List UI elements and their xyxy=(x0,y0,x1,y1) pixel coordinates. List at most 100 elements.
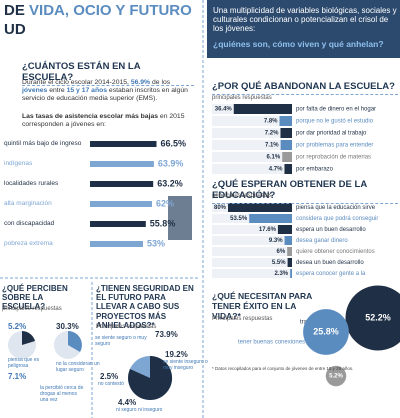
item-label: se siente seguro o muy seguro xyxy=(95,335,147,347)
value-label: 7.1% xyxy=(265,143,279,149)
bar xyxy=(90,201,152,207)
value-label: 66.5% xyxy=(161,138,187,148)
subheading: principales respuestas xyxy=(2,306,62,312)
bar xyxy=(287,258,292,267)
bar-track xyxy=(212,140,292,150)
paragraph-run: de los xyxy=(150,79,171,86)
item-label: no la consideran un lugar seguro xyxy=(56,361,100,373)
bar-label: porque no le gustó el estudio xyxy=(296,119,374,125)
bar-label: piensa que la educación sirve xyxy=(296,205,376,211)
value-label: 63.2% xyxy=(157,178,183,188)
section-heading: ¿CUÁNTOS ESTÁN EN LA ESCUELA? xyxy=(22,61,194,86)
bar-label: alta marginación xyxy=(4,200,52,207)
value-label: 4.4% xyxy=(118,398,137,407)
bar-track xyxy=(212,258,292,267)
value-label: 7.8% xyxy=(264,119,278,125)
bar-label: por falta de dinero en el hogar xyxy=(296,107,376,113)
item-label: tener buenas conexiones y contactos xyxy=(238,340,337,346)
item-label: piensa que es peligrosa xyxy=(8,357,40,369)
bar xyxy=(90,161,154,167)
value-label: 5.5% xyxy=(272,260,286,266)
paragraph: Durante el ciclo escolar 2014-2015, 56.9… xyxy=(22,79,192,102)
section-heading: ¿QUÉ ESPERAN OBTENER DE LA EDUCACIÓN? xyxy=(212,179,398,204)
note-bold: Las tasas de asistencia escolar más baja… xyxy=(22,113,159,120)
section-heading: ¿TIENEN SEGURIDAD EN EL FUTURO PARA LLEV… xyxy=(96,284,194,330)
pie-slice xyxy=(68,331,82,352)
value-label: 80% xyxy=(214,205,227,211)
bar-track xyxy=(212,225,292,234)
bubble xyxy=(325,365,347,387)
value-label: 36.4% xyxy=(215,107,233,113)
pie-slice xyxy=(22,331,35,345)
value-label: 30.3% xyxy=(56,322,79,331)
bar xyxy=(90,221,146,227)
bar-label: con discapacidad xyxy=(4,220,55,227)
bar xyxy=(284,164,292,174)
bar-label: por embarazo xyxy=(296,167,334,173)
bubble xyxy=(303,309,349,355)
value-label: 55.8% xyxy=(150,218,176,228)
value-label: 17.6% xyxy=(259,227,277,233)
bar-label: desea ganar dinero xyxy=(296,238,348,244)
intro-text: Una multiplicidad de variables biológica… xyxy=(213,6,397,34)
bar-label: quintil más bajo de ingreso xyxy=(4,140,82,147)
title: DE VIDA, OCIO Y FUTURO xyxy=(4,2,192,19)
pie-slice xyxy=(128,355,173,400)
section-heading: ¿POR QUÉ ABANDONAN LA ESCUELA? xyxy=(212,81,398,95)
bar xyxy=(287,247,292,256)
bar-label: por dar prioridad al trabajo xyxy=(296,131,367,137)
bar xyxy=(277,225,292,234)
value-label: 7.1% xyxy=(8,372,27,381)
title-dark: DE xyxy=(4,2,30,19)
bar-track xyxy=(212,128,292,138)
bar-label: quiere obtener conocimientos xyxy=(296,249,375,255)
value-label: 2.5% xyxy=(100,372,119,381)
section-heading: ¿QUÉ NECESITAN PARA TENER ÉXITO EN LA VI… xyxy=(212,291,312,321)
value-label: 9.3% xyxy=(269,238,283,244)
value-label: 25.8% xyxy=(313,326,339,336)
bar xyxy=(282,152,292,162)
bar-label: localidades rurales xyxy=(4,180,59,187)
value-label: 62% xyxy=(156,198,174,208)
bubble xyxy=(345,285,400,351)
paragraph-run: 56.9% xyxy=(130,79,151,86)
item-label: no contestó xyxy=(98,381,124,387)
note: Las tasas de asistencia escolar más baja… xyxy=(22,113,192,129)
bar xyxy=(284,236,292,245)
bar-label: pobreza extrema xyxy=(4,240,53,247)
bar-track xyxy=(212,164,292,174)
bar xyxy=(290,269,292,278)
paragraph-run: entre xyxy=(47,86,67,94)
value-label: 4.7% xyxy=(269,167,283,173)
bar-label: desea un buen desarrollo xyxy=(296,260,364,266)
paragraph-run: 15 y 17 años xyxy=(66,86,108,94)
bar-label: por problemas para entender xyxy=(296,143,373,149)
bar-label: espera conocer gente a la xyxy=(296,271,366,277)
value-label: 73.9% xyxy=(155,330,178,339)
intro-question: ¿quiénes son, cómo viven y qué anhelan? xyxy=(213,39,384,49)
subheading: principales respuestas xyxy=(212,95,272,101)
bar-label: por reprobación de materias xyxy=(296,155,371,161)
bar-track xyxy=(212,116,292,126)
item-label: la percibió cerca de drogas al menos una… xyxy=(40,385,84,403)
intro-box xyxy=(207,0,400,58)
value-label: 52.2% xyxy=(365,312,391,322)
item-label: ni seguro ni inseguro xyxy=(116,407,163,413)
bar xyxy=(280,140,292,150)
value-label: 2.3% xyxy=(274,271,288,277)
title-blue: VIDA, OCIO Y FUTURO xyxy=(29,2,192,19)
value-label: 6% xyxy=(277,249,286,255)
item-label: se siente inseguro o muy inseguro xyxy=(163,359,208,371)
subheading: Principales respuestas xyxy=(96,324,157,330)
value-label: 19.2% xyxy=(165,350,188,359)
bar-track xyxy=(212,269,292,278)
bar xyxy=(90,141,157,147)
subheading: Principales respuestas xyxy=(212,316,273,322)
bar-label: indígenas xyxy=(4,160,33,167)
bar-track xyxy=(212,152,292,162)
value-label: 7.2% xyxy=(265,131,279,137)
note-rest: en 2015 corresponden a jóvenes en: xyxy=(22,113,185,128)
bar xyxy=(90,181,154,187)
